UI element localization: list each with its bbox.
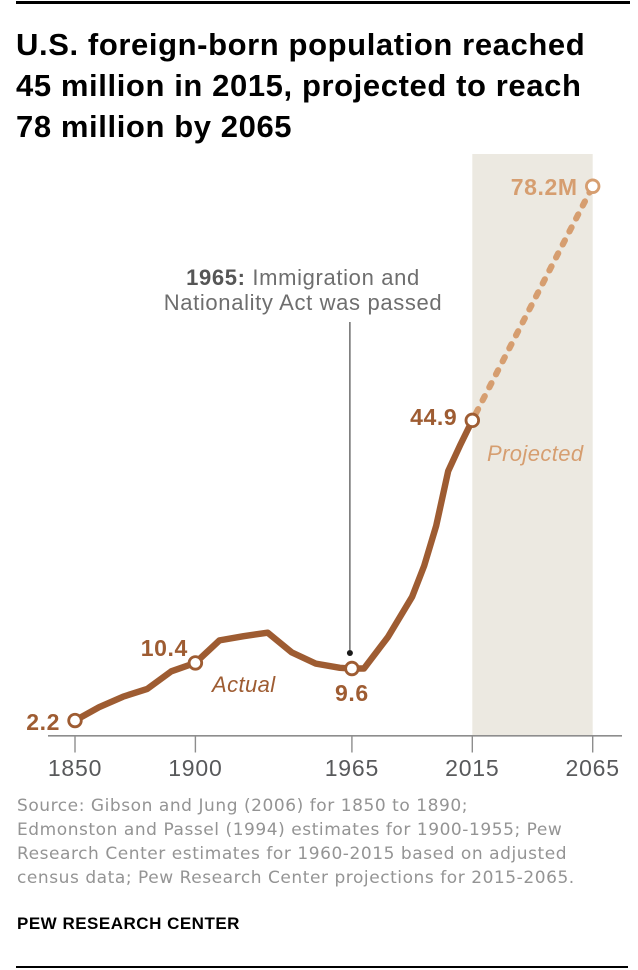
point-label-1850: 2.2 bbox=[26, 708, 60, 735]
x-tick-label-2065: 2065 bbox=[565, 755, 620, 781]
marker-1965 bbox=[344, 660, 360, 677]
source-line2: Edmonston and Passel (1994) estimates fo… bbox=[17, 820, 563, 840]
chart-title-line3: 78 million by 2065 bbox=[16, 109, 293, 144]
annotation-line1: 1965: Immigration and bbox=[164, 265, 443, 290]
source-line4: census data; Pew Research Center project… bbox=[17, 868, 575, 888]
actual-line bbox=[73, 418, 476, 724]
top-rule bbox=[16, 1, 630, 4]
callout-dot bbox=[346, 650, 353, 656]
x-tick-label-1850: 1850 bbox=[47, 755, 103, 781]
point-label-1965: 9.6 bbox=[335, 679, 369, 706]
point-label-1900: 10.4 bbox=[140, 634, 188, 661]
point-label-2015: 44.9 bbox=[410, 403, 458, 430]
source-line1: Source: Gibson and Jung (2006) for 1850 … bbox=[17, 796, 469, 816]
projected-region bbox=[472, 154, 593, 736]
series-label-actual: Actual bbox=[212, 672, 276, 697]
x-tick-label-1900: 1900 bbox=[168, 755, 223, 781]
series-label-projected: Projected bbox=[487, 441, 584, 466]
point-label-2065: 78.2M bbox=[510, 174, 578, 201]
x-tick-label-1965: 1965 bbox=[324, 755, 380, 781]
annotation-year: 1965: bbox=[186, 265, 246, 290]
chart-title-line1: U.S. foreign-born population reached bbox=[16, 27, 586, 62]
annotation-1965: 1965: Immigration and Nationality Act wa… bbox=[164, 265, 443, 315]
bottom-rule bbox=[16, 966, 628, 968]
annotation-line2: Nationality Act was passed bbox=[163, 290, 443, 315]
pew-research-center-wordmark: PEW RESEARCH CENTER bbox=[17, 914, 240, 933]
source-note: Source: Gibson and Jung (2006) for 1850 … bbox=[17, 794, 637, 890]
x-tick-label-2015: 2015 bbox=[445, 755, 500, 781]
marker-2015 bbox=[464, 412, 481, 429]
projected-line bbox=[469, 183, 596, 424]
source-line3: Research Center estimates for 1960-2015 … bbox=[17, 844, 568, 864]
chart-title: U.S. foreign-born population reached 45 … bbox=[16, 24, 631, 147]
marker-1850 bbox=[67, 712, 83, 729]
chart-title-line2: 45 million in 2015, projected to reach bbox=[16, 68, 582, 103]
marker-1900 bbox=[187, 655, 204, 671]
marker-2065 bbox=[585, 178, 601, 194]
annotation-line1-rest: Immigration and bbox=[245, 265, 420, 290]
